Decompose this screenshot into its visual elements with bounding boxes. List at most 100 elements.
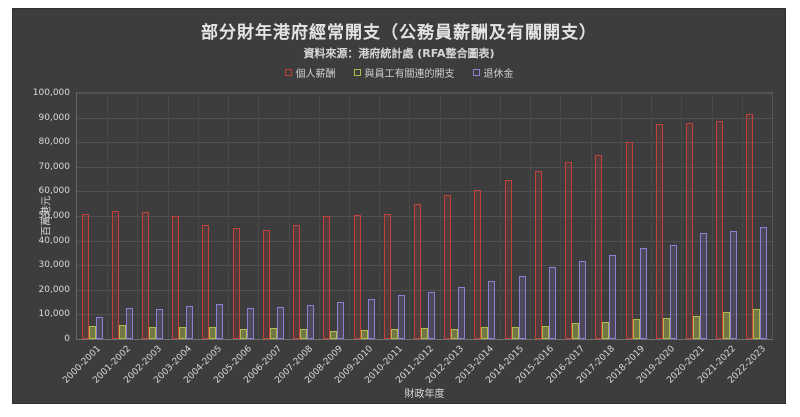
bar-退休金-2014-2015: [518, 276, 526, 339]
bar-group-2001-2002: [107, 93, 137, 339]
bar-group-2022-2023: [742, 93, 772, 339]
bar-group-2002-2003: [137, 93, 167, 339]
bar-group-2000-2001: [77, 93, 107, 339]
bar-group-2014-2015: [500, 93, 530, 339]
bar-個人薪酬-2021-2022: [716, 121, 724, 339]
x-gridline: [741, 93, 743, 339]
legend-label: 與員工有關連的開支: [364, 69, 455, 80]
bar-個人薪酬-2002-2003: [142, 212, 150, 339]
x-gridline: [620, 93, 622, 339]
bar-與員工有關連的開支-2017-2018: [602, 321, 610, 339]
bar-group-2013-2014: [470, 93, 500, 339]
y-gridline: [77, 191, 772, 193]
bar-退休金-2008-2009: [337, 302, 345, 339]
bar-退休金-2004-2005: [216, 303, 224, 339]
bar-與員工有關連的開支-2005-2006: [239, 328, 247, 339]
x-gridline: [439, 93, 441, 339]
y-tick-label: 10,000: [38, 309, 71, 320]
bar-退休金-2011-2012: [427, 291, 435, 339]
bar-與員工有關連的開支-2007-2008: [300, 329, 308, 339]
y-tick-label: 80,000: [38, 137, 71, 148]
bar-與員工有關連的開支-2003-2004: [179, 327, 187, 339]
bar-個人薪酬-2015-2016: [534, 170, 542, 339]
bar-個人薪酬-2018-2019: [625, 142, 633, 339]
y-tick-label: 60,000: [38, 186, 71, 197]
bar-個人薪酬-2022-2023: [746, 113, 754, 339]
bar-退休金-2012-2013: [458, 286, 466, 339]
x-gridline: [348, 93, 350, 339]
bar-退休金-2010-2011: [397, 295, 405, 339]
bar-與員工有關連的開支-2018-2019: [632, 319, 640, 339]
y-tick-label: 90,000: [38, 112, 71, 123]
bar-與員工有關連的開支-2001-2002: [118, 325, 126, 339]
bar-group-2006-2007: [258, 93, 288, 339]
y-gridline: [77, 117, 772, 119]
bar-個人薪酬-2012-2013: [444, 195, 452, 339]
bar-與員工有關連的開支-2014-2015: [511, 326, 519, 339]
x-gridline: [469, 93, 471, 339]
bar-退休金-2002-2003: [156, 309, 164, 339]
bar-與員工有關連的開支-2012-2013: [451, 328, 459, 339]
bar-與員工有關連的開支-2004-2005: [209, 327, 217, 339]
legend-label: 個人薪酬: [295, 69, 336, 80]
bar-與員工有關連的開支-2008-2009: [330, 330, 338, 339]
bar-與員工有關連的開支-2009-2010: [360, 330, 368, 339]
bar-group-2020-2021: [681, 93, 711, 339]
bar-退休金-2022-2023: [760, 227, 768, 339]
bar-group-2021-2022: [712, 93, 742, 339]
y-tick-label: 70,000: [38, 161, 71, 172]
chart-title: 部分財年港府經常開支（公務員薪酬及有關開支）: [201, 23, 597, 43]
y-gridline: [77, 216, 772, 217]
bar-與員工有關連的開支-2002-2003: [149, 326, 157, 339]
x-gridline: [137, 93, 139, 339]
x-gridline: [590, 93, 592, 339]
bar-退休金-2021-2022: [730, 230, 738, 339]
x-gridline: [651, 93, 653, 339]
bar-個人薪酬-2001-2002: [111, 211, 119, 339]
y-gridline: [77, 166, 772, 168]
y-tick-label: 0: [64, 334, 70, 344]
bar-個人薪酬-2013-2014: [474, 190, 482, 339]
y-gridline: [77, 240, 772, 242]
x-gridline: [560, 93, 562, 339]
chart-subtitle: 資料來源：港府統計處 (RFA整合圖表): [303, 47, 495, 60]
y-tick-label: 100,000: [32, 88, 70, 98]
legend-swatch-icon: [472, 69, 480, 76]
x-gridline: [167, 93, 169, 339]
x-gridline: [197, 93, 199, 339]
bar-group-2010-2011: [379, 93, 409, 339]
bar-與員工有關連的開支-2021-2022: [723, 311, 731, 339]
bar-與員工有關連的開支-2015-2016: [541, 325, 549, 339]
bar-與員工有關連的開支-2020-2021: [692, 315, 700, 339]
plot-area: 百萬港元 財政年度 0 10,000 20,000 30,000 40,000 50,00…: [33, 88, 773, 400]
y-tick-label: 50,000: [38, 211, 71, 221]
bar-個人薪酬-2019-2020: [655, 123, 663, 339]
bar-個人薪酬-2000-2001: [81, 213, 89, 339]
bar-group-2008-2009: [319, 93, 349, 339]
bar-退休金-2015-2016: [548, 266, 556, 339]
x-gridline: [711, 93, 713, 339]
x-axis-title: 財政年度: [404, 389, 445, 400]
bar-與員工有關連的開支-2000-2001: [88, 326, 96, 339]
x-gridline: [681, 93, 683, 339]
x-gridline: [318, 93, 320, 339]
bar-group-2019-2020: [651, 93, 681, 339]
bar-個人薪酬-2011-2012: [413, 203, 421, 339]
y-tick-label: 20,000: [38, 284, 71, 295]
bar-與員工有關連的開支-2019-2020: [662, 318, 670, 339]
y-tick-label: 30,000: [38, 260, 71, 271]
y-gridline: [77, 142, 772, 144]
x-gridline: [409, 93, 411, 339]
bar-個人薪酬-2003-2004: [172, 216, 180, 339]
bar-group-2011-2012: [409, 93, 439, 339]
x-gridline: [228, 93, 230, 339]
bar-group-2004-2005: [198, 93, 228, 339]
x-gridline: [288, 93, 290, 339]
bar-與員工有關連的開支-2022-2023: [753, 309, 761, 339]
bar-個人薪酬-2008-2009: [323, 216, 331, 339]
bar-group-2003-2004: [168, 93, 198, 339]
x-gridline: [500, 93, 502, 339]
bar-退休金-2003-2004: [186, 306, 194, 339]
bar-個人薪酬-2006-2007: [262, 229, 270, 339]
bar-退休金-2018-2019: [639, 248, 647, 339]
